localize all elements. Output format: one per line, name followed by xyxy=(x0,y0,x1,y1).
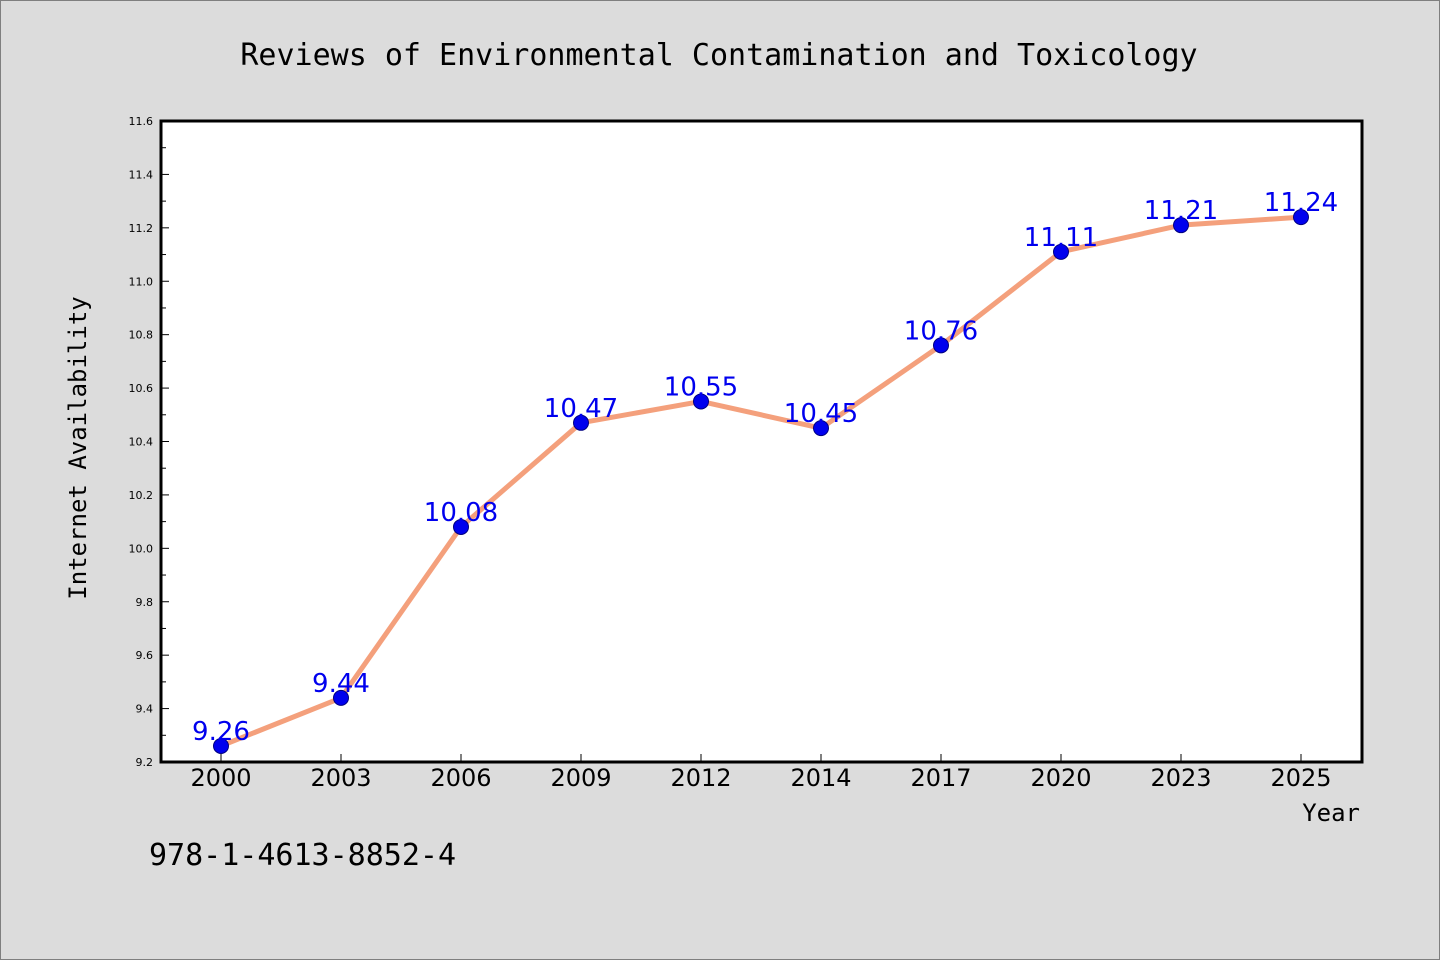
x-tick-label: 2023 xyxy=(1150,764,1211,792)
y-tick-label: 11.2 xyxy=(129,222,154,235)
series-layer: 9.26 9.44 10.08 10.47 10.55 10.45 10.76 11.11 11… xyxy=(192,188,1338,754)
x-axis-label: Year xyxy=(1302,799,1360,827)
y-tick-label: 10.2 xyxy=(129,489,154,502)
data-label: 11.24 xyxy=(1264,188,1338,218)
x-tick-label: 2000 xyxy=(190,764,251,792)
data-point xyxy=(813,420,829,437)
data-label: 11.21 xyxy=(1144,196,1218,226)
y-tick-label: 10.6 xyxy=(129,382,154,395)
data-label: 10.45 xyxy=(784,399,858,429)
data-label: 10.08 xyxy=(424,498,498,528)
y-tick-label: 10.8 xyxy=(129,329,154,342)
x-tick-label: 2014 xyxy=(790,764,851,792)
data-point xyxy=(1293,209,1309,226)
data-label: 10.47 xyxy=(544,394,618,424)
data-point xyxy=(333,689,349,706)
y-axis-label: Internet Availability xyxy=(64,296,92,599)
data-point xyxy=(1173,217,1189,234)
x-tick-label: 2025 xyxy=(1270,764,1331,792)
x-tick-label: 2020 xyxy=(1030,764,1091,792)
x-tick-label: 2009 xyxy=(550,764,611,792)
y-tick-label: 11.0 xyxy=(129,275,154,288)
y-tick-label: 9.2 xyxy=(136,756,154,769)
x-axis: 2000 2003 2006 2009 2012 2014 2017 2020 2023 2025 xyxy=(190,754,1332,792)
x-tick-label: 2017 xyxy=(910,764,971,792)
y-tick-label: 10.0 xyxy=(129,542,154,555)
y-tick-label: 9.8 xyxy=(136,596,154,609)
data-point xyxy=(213,737,229,754)
y-tick-label: 9.6 xyxy=(136,649,154,662)
x-tick-label: 2012 xyxy=(670,764,731,792)
data-label: 9.44 xyxy=(312,669,370,699)
chart-title: Reviews of Environmental Contamination a… xyxy=(240,38,1197,73)
y-tick-label: 11.4 xyxy=(129,168,154,181)
data-point xyxy=(693,393,709,410)
y-tick-label: 9.4 xyxy=(136,703,154,716)
plot-frame xyxy=(159,119,1364,764)
isbn-annotation: 978-1-4613-8852-4 xyxy=(149,838,456,873)
data-point xyxy=(1053,243,1069,260)
x-tick-label: 2006 xyxy=(430,764,491,792)
x-tick-label: 2003 xyxy=(310,764,371,792)
y-tick-label: 11.6 xyxy=(129,115,154,128)
y-tick-label: 10.4 xyxy=(129,436,154,449)
data-point xyxy=(933,337,949,354)
data-label: 9.26 xyxy=(192,717,250,747)
y-axis: 9.2 9.4 9.6 9.8 10.0 10.2 10.4 10.6 10.8 11.0 11.2… xyxy=(129,115,169,769)
data-label: 10.76 xyxy=(904,316,978,346)
data-point xyxy=(573,414,589,431)
data-label: 11.11 xyxy=(1024,223,1098,253)
data-point xyxy=(453,518,469,535)
data-label: 10.55 xyxy=(664,372,738,402)
series-line xyxy=(218,214,1304,749)
